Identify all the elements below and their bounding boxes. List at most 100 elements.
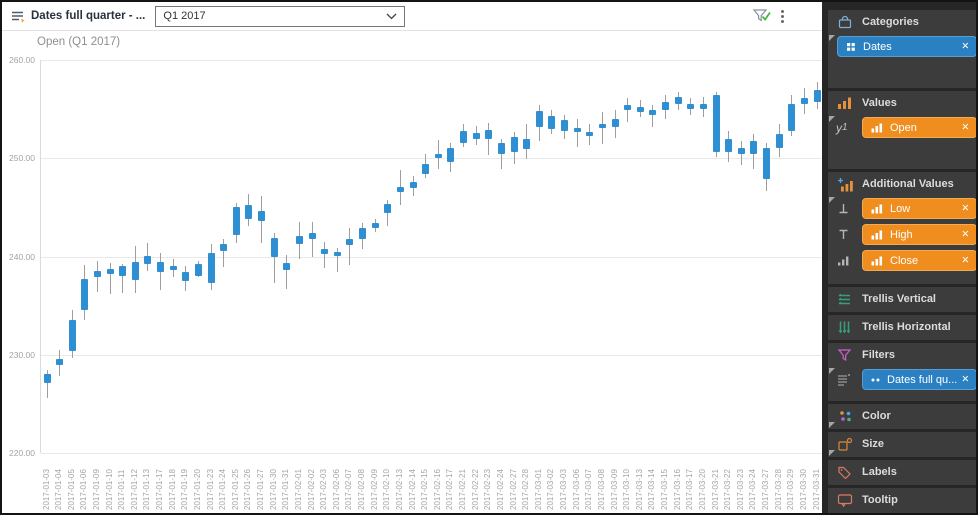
candle[interactable] (93, 271, 101, 278)
candle[interactable] (207, 252, 215, 284)
candle[interactable] (687, 104, 695, 110)
section-title: Filters (862, 349, 896, 361)
candle[interactable] (182, 272, 190, 282)
kebab-menu-icon[interactable] (781, 9, 784, 24)
candle[interactable] (81, 279, 89, 310)
candle[interactable] (384, 204, 392, 214)
section-categories-header[interactable]: Categories (828, 10, 976, 34)
candle[interactable] (371, 223, 379, 228)
x-axis-tick-label: 2017-01-27 (256, 469, 266, 510)
section-trellis-vertical: Trellis Vertical (828, 287, 976, 312)
close-icon[interactable]: ✕ (961, 374, 970, 385)
candle[interactable] (510, 136, 518, 153)
candle[interactable] (56, 358, 64, 365)
candle[interactable] (662, 102, 670, 111)
section-labels-header[interactable]: Labels (828, 460, 976, 484)
section-color: Color (828, 404, 976, 429)
candle[interactable] (535, 111, 543, 127)
field-pill-close[interactable]: Close ✕ (862, 250, 976, 271)
candle[interactable] (396, 186, 404, 192)
candle[interactable] (409, 181, 417, 188)
candle[interactable] (624, 105, 632, 111)
candle[interactable] (636, 107, 644, 113)
candle[interactable] (649, 110, 657, 115)
candle[interactable] (333, 251, 341, 256)
field-pill-high[interactable]: High ✕ (862, 224, 976, 245)
candle[interactable] (434, 154, 442, 159)
close-icon[interactable]: ✕ (961, 122, 970, 133)
candle[interactable] (548, 116, 556, 129)
candle[interactable] (561, 119, 569, 131)
candle[interactable] (611, 118, 619, 127)
close-icon[interactable]: ✕ (961, 41, 970, 52)
candle[interactable] (788, 104, 796, 131)
candle[interactable] (270, 237, 278, 258)
field-pill-open[interactable]: Open ✕ (862, 117, 976, 138)
candle[interactable] (157, 262, 165, 273)
pill-label: Close (890, 254, 919, 267)
section-color-header[interactable]: Color (828, 404, 976, 428)
candle[interactable] (346, 238, 354, 245)
candle[interactable] (699, 104, 707, 110)
candle[interactable] (194, 264, 202, 277)
gridline (41, 256, 822, 258)
candle[interactable] (712, 95, 720, 153)
drop-corner (829, 197, 835, 203)
candle[interactable] (283, 263, 291, 271)
filter-applied-check-icon[interactable] (752, 8, 772, 24)
candle[interactable] (308, 232, 316, 239)
section-filters-header[interactable]: Filters (828, 343, 976, 367)
field-pill-dates[interactable]: Dates ✕ (837, 36, 976, 57)
candle[interactable] (573, 127, 581, 132)
candle[interactable] (321, 248, 329, 254)
candle[interactable] (586, 131, 594, 136)
candle[interactable] (725, 138, 733, 153)
candle[interactable] (422, 164, 430, 174)
x-axis-tick-label: 2017-01-06 (79, 469, 89, 510)
section-values-header[interactable]: Values (828, 91, 976, 115)
candle[interactable] (447, 148, 455, 163)
filter-pill-dates-full-quarter[interactable]: Dates full qu... ✕ (862, 369, 976, 390)
candle[interactable] (220, 243, 228, 251)
candle[interactable] (169, 266, 177, 271)
close-icon[interactable]: ✕ (961, 203, 970, 214)
candle[interactable] (106, 269, 114, 275)
close-icon[interactable]: ✕ (961, 229, 970, 240)
x-axis-tick-label: 2017-02-13 (394, 469, 404, 510)
candle[interactable] (68, 320, 76, 351)
x-axis-tick-label: 2017-03-01 (533, 469, 543, 510)
candle[interactable] (750, 140, 758, 155)
candle[interactable] (472, 132, 480, 139)
candle[interactable] (232, 207, 240, 235)
close-icon[interactable]: ✕ (961, 255, 970, 266)
candle[interactable] (43, 374, 51, 384)
field-pill-low[interactable]: Low ✕ (862, 198, 976, 219)
candle[interactable] (523, 138, 531, 150)
candle[interactable] (598, 123, 606, 128)
candle[interactable] (763, 148, 770, 179)
candle[interactable] (460, 130, 468, 143)
candle[interactable] (485, 129, 493, 139)
section-size-header[interactable]: Size (828, 432, 976, 456)
candle[interactable] (359, 228, 367, 239)
candle-wick (627, 98, 629, 122)
quarter-dropdown[interactable]: Q1 2017 (155, 5, 406, 27)
candle[interactable] (144, 255, 152, 265)
candle[interactable] (131, 262, 139, 281)
candle[interactable] (497, 142, 505, 155)
section-additional-values-header[interactable]: Additional Values (828, 172, 976, 196)
candle[interactable] (737, 148, 745, 155)
section-trellis-horizontal-header[interactable]: Trellis Horizontal (828, 315, 976, 339)
x-axis-tick-label: 2017-03-14 (647, 469, 657, 510)
candle[interactable] (813, 90, 821, 103)
candle[interactable] (775, 133, 783, 149)
candle[interactable] (119, 266, 127, 277)
candle[interactable] (245, 205, 253, 220)
candle[interactable] (800, 98, 808, 105)
candle[interactable] (674, 97, 682, 105)
pill-label: Dates (863, 40, 892, 53)
candle[interactable] (258, 211, 266, 222)
candle[interactable] (295, 235, 303, 244)
section-tooltip-header[interactable]: Tooltip (828, 488, 976, 512)
section-trellis-vertical-header[interactable]: Trellis Vertical (828, 287, 976, 311)
